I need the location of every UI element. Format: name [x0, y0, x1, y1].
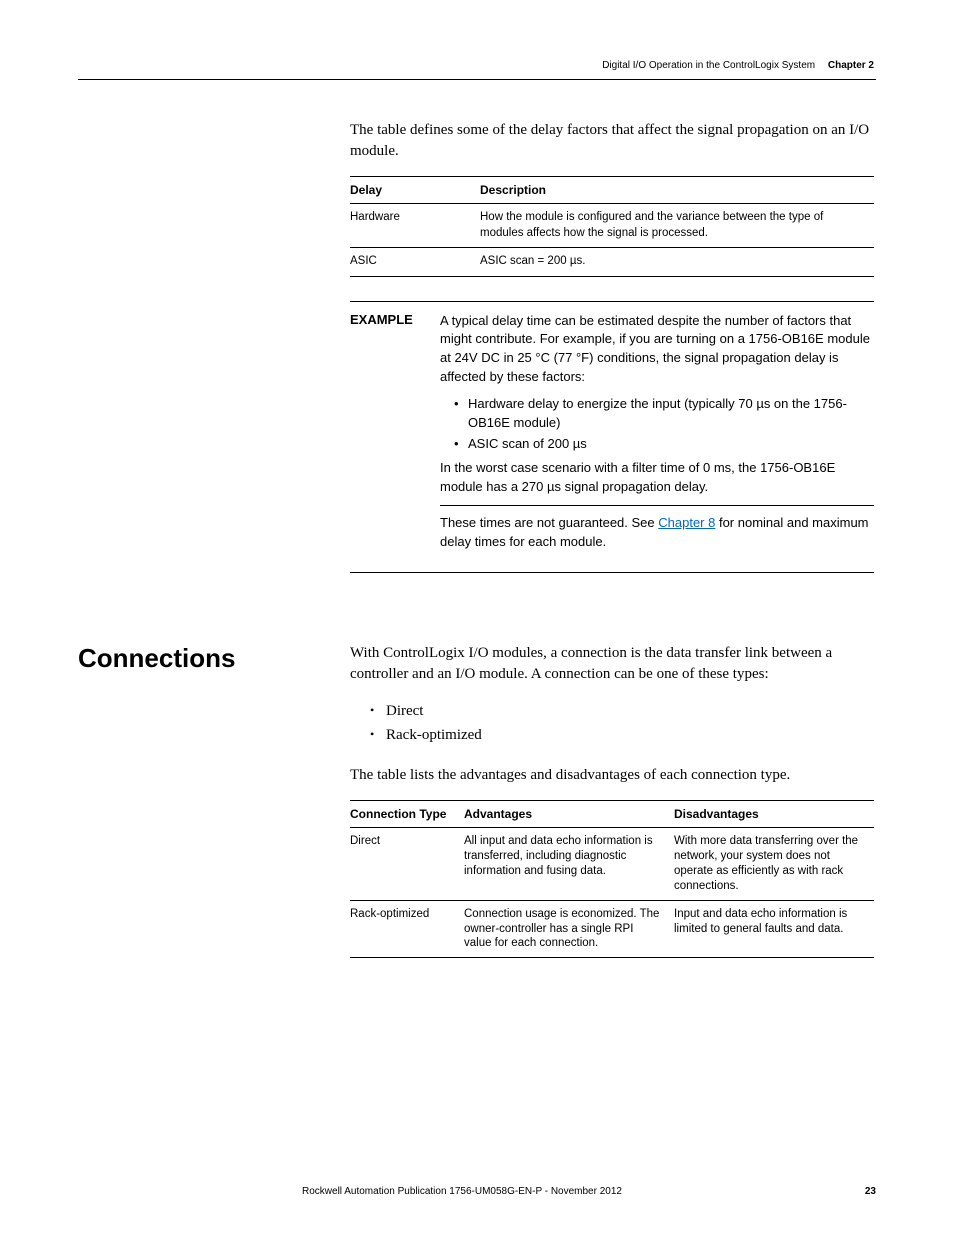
example-label: EXAMPLE [350, 312, 440, 560]
bullet-direct: Direct [370, 699, 876, 723]
conn-dis-cell: With more data transferring over the net… [674, 827, 874, 900]
header-title: Digital I/O Operation in the ControlLogi… [602, 60, 815, 71]
table-row: ASIC ASIC scan = 200 µs. [350, 248, 874, 277]
delay-header-desc: Description [480, 177, 874, 204]
connections-bullets: Direct Rack-optimized [350, 699, 876, 747]
delay-cell: Hardware [350, 204, 480, 248]
connections-p1: With ControlLogix I/O modules, a connect… [350, 643, 876, 685]
page-footer: Rockwell Automation Publication 1756-UM0… [78, 1186, 876, 1197]
bullet-rack: Rack-optimized [370, 723, 876, 747]
table-row: Direct All input and data echo informati… [350, 827, 874, 900]
desc-cell: How the module is configured and the var… [480, 204, 874, 248]
example-content: A typical delay time can be estimated de… [440, 312, 874, 560]
example-p3a: These times are not guaranteed. See [440, 515, 658, 530]
example-divider [440, 505, 874, 506]
table-row: Rack-optimized Connection usage is econo… [350, 900, 874, 958]
delay-table: Delay Description Hardware How the modul… [350, 176, 874, 277]
example-bullet: Hardware delay to energize the input (ty… [454, 395, 874, 433]
conn-type-cell: Direct [350, 827, 464, 900]
conn-header-adv: Advantages [464, 800, 674, 827]
header-chapter: Chapter 2 [828, 60, 874, 71]
example-p2: In the worst case scenario with a filter… [440, 459, 874, 497]
running-header: Digital I/O Operation in the ControlLogi… [78, 60, 876, 71]
conn-header-type: Connection Type [350, 800, 464, 827]
conn-type-cell: Rack-optimized [350, 900, 464, 958]
table-row: Hardware How the module is configured an… [350, 204, 874, 248]
chapter-8-link[interactable]: Chapter 8 [658, 515, 715, 530]
intro-paragraph: The table defines some of the delay fact… [350, 120, 876, 162]
conn-header-dis: Disadvantages [674, 800, 874, 827]
connections-heading: Connections [78, 643, 350, 959]
example-p3: These times are not guaranteed. See Chap… [440, 514, 874, 552]
delay-header-delay: Delay [350, 177, 480, 204]
desc-cell: ASIC scan = 200 µs. [480, 248, 874, 277]
connections-p2: The table lists the advantages and disad… [350, 765, 876, 786]
conn-adv-cell: All input and data echo information is t… [464, 827, 674, 900]
footer-publication: Rockwell Automation Publication 1756-UM0… [78, 1186, 846, 1197]
connections-table: Connection Type Advantages Disadvantages… [350, 800, 874, 959]
example-bullets: Hardware delay to energize the input (ty… [440, 395, 874, 454]
footer-page-number: 23 [846, 1186, 876, 1197]
delay-cell: ASIC [350, 248, 480, 277]
conn-dis-cell: Input and data echo information is limit… [674, 900, 874, 958]
example-p1: A typical delay time can be estimated de… [440, 312, 874, 387]
header-rule [78, 79, 876, 80]
connections-section: Connections With ControlLogix I/O module… [78, 643, 876, 959]
example-block: EXAMPLE A typical delay time can be esti… [350, 301, 874, 573]
conn-adv-cell: Connection usage is economized. The owne… [464, 900, 674, 958]
example-bullet: ASIC scan of 200 µs [454, 435, 874, 454]
